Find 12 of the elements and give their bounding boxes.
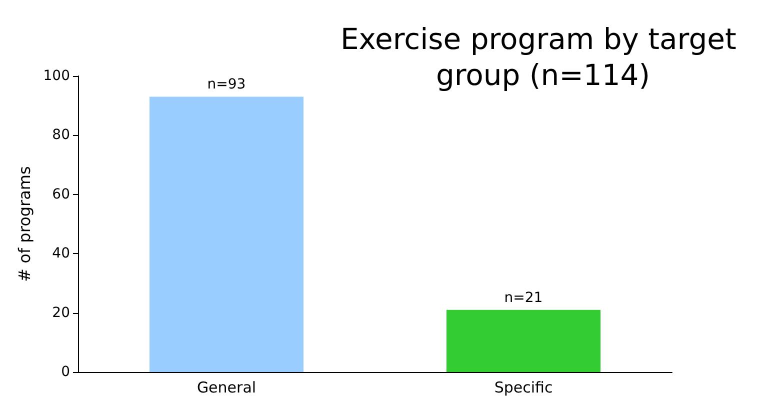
data-label: n=93: [207, 76, 246, 93]
data-label: n=21: [504, 290, 543, 306]
y-axis-title: # of programs: [14, 166, 34, 282]
y-tick-label: 80: [52, 127, 70, 144]
x-tick-label: General: [196, 378, 256, 396]
y-tick-label: 20: [52, 304, 70, 321]
y-tick-label: 40: [52, 246, 70, 262]
y-tick-label: 60: [52, 186, 70, 202]
y-tick-label: 0: [61, 364, 70, 380]
chart-title: Exercise program by target group (n=114): [340, 22, 746, 92]
x-tick-label: Specific: [494, 378, 553, 396]
y-tick-label: 100: [43, 68, 70, 84]
